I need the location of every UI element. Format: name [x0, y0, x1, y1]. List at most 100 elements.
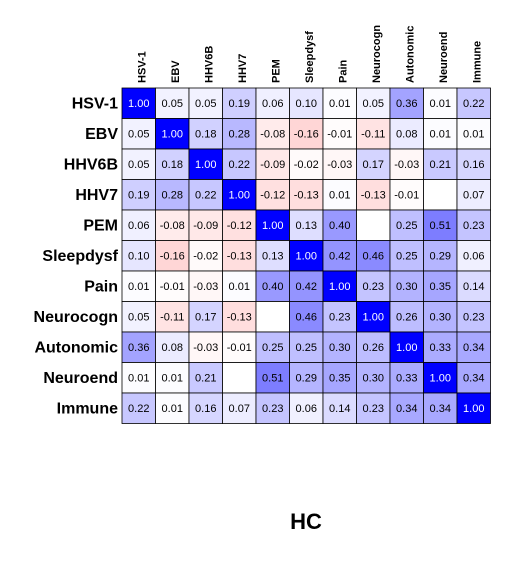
cell-label: 0.25 — [262, 342, 283, 354]
cell-label: -0.03 — [193, 281, 218, 293]
cell — [188, 392, 223, 424]
cell-label: -0.08 — [260, 129, 285, 141]
cell-label: 0.06 — [463, 251, 484, 263]
cell-label: -0.09 — [193, 220, 218, 232]
col-label: Autonomic — [405, 26, 417, 83]
cell — [155, 270, 190, 302]
col-label: HHV7 — [237, 54, 249, 83]
cell — [289, 331, 324, 363]
cell-label: 0.06 — [296, 403, 317, 415]
cell — [456, 148, 491, 180]
row-label: PEM — [83, 217, 118, 234]
cell-label: 1.00 — [296, 251, 317, 263]
cell-label: 1.00 — [195, 159, 216, 171]
cell-label: 0.35 — [430, 281, 451, 293]
cell-label: -0.01 — [227, 342, 252, 354]
cell-label: 0.08 — [162, 342, 183, 354]
cell-label: 0.05 — [363, 98, 384, 110]
cell — [423, 392, 458, 424]
cell — [188, 209, 223, 241]
cell-label: 0.17 — [195, 312, 216, 324]
row-label: HHV7 — [75, 187, 118, 204]
cell-label: -0.08 — [160, 220, 185, 232]
cell — [389, 118, 424, 150]
cell-label: -0.11 — [160, 312, 184, 324]
cell-label: 0.23 — [329, 312, 350, 324]
row-label: Autonomic — [34, 339, 118, 356]
cell-label: 0.13 — [262, 251, 283, 263]
cell — [222, 392, 257, 424]
cell-label: 0.30 — [329, 342, 350, 354]
cell — [155, 240, 190, 272]
col-label: HHV6B — [204, 46, 216, 83]
row-label: HHV6B — [64, 156, 118, 173]
cell-label: -0.12 — [227, 220, 252, 232]
cell — [289, 209, 324, 241]
cell — [255, 392, 290, 424]
cell-label: -0.16 — [294, 129, 319, 141]
cell — [188, 270, 223, 302]
cell-label: 0.14 — [463, 281, 484, 293]
cell-label: -0.02 — [193, 251, 218, 263]
cell-label: 1.00 — [162, 129, 183, 141]
cell — [456, 331, 491, 363]
cell-label: 0.22 — [195, 190, 216, 202]
cell-label: 0.22 — [463, 98, 484, 110]
col-label: HSV-1 — [137, 51, 149, 83]
cell — [155, 362, 190, 394]
cell-label: 0.25 — [396, 220, 417, 232]
cell-label: 0.21 — [430, 159, 451, 171]
col-label: Sleepdysf — [304, 31, 316, 83]
cell — [155, 87, 190, 119]
cell-label: 0.33 — [396, 373, 417, 385]
cell-label: 0.17 — [363, 159, 384, 171]
cell-label: 0.22 — [229, 159, 250, 171]
cell-label: 0.01 — [329, 190, 350, 202]
cell — [423, 301, 458, 333]
cell — [222, 209, 257, 241]
cell — [188, 301, 223, 333]
cell — [289, 240, 324, 272]
cell-label: 0.13 — [296, 220, 317, 232]
cell — [456, 270, 491, 302]
cell-label: 0.07 — [463, 190, 484, 202]
cell-label: -0.16 — [160, 251, 185, 263]
row-label: HSV-1 — [72, 95, 118, 112]
cell — [121, 240, 156, 272]
cell-label: 0.23 — [262, 403, 283, 415]
col-label: Neurocogn — [371, 25, 383, 83]
cell-label: 0.34 — [396, 403, 417, 415]
cell-label: 0.30 — [430, 312, 451, 324]
cell-label: 0.26 — [363, 342, 384, 354]
cell — [121, 87, 156, 119]
cell-label: -0.03 — [327, 159, 352, 171]
cell-label: 0.21 — [195, 373, 216, 385]
cell — [456, 118, 491, 150]
cell — [423, 331, 458, 363]
row-label: EBV — [85, 126, 118, 143]
cell — [356, 118, 391, 150]
cell-label: 0.01 — [162, 403, 183, 415]
cell — [322, 362, 357, 394]
cell-label: 0.01 — [162, 373, 183, 385]
cell-label: -0.13 — [361, 190, 386, 202]
cell — [155, 301, 190, 333]
cell-label: 0.01 — [430, 129, 451, 141]
cell-label: 0.05 — [195, 98, 216, 110]
cell-label: 0.36 — [128, 342, 149, 354]
cell-label: 0.33 — [430, 342, 451, 354]
cell-label: 0.16 — [195, 403, 216, 415]
cell-label: -0.13 — [227, 312, 252, 324]
cell-label: 0.06 — [128, 220, 149, 232]
empty-cell — [255, 301, 290, 333]
cell-label: -0.12 — [260, 190, 285, 202]
cell-label: 0.34 — [463, 342, 484, 354]
cell — [289, 392, 324, 424]
cell — [188, 240, 223, 272]
cell-label: -0.03 — [193, 342, 218, 354]
cell-label: 0.29 — [430, 251, 451, 263]
col-label: Pain — [338, 59, 350, 83]
cell — [389, 301, 424, 333]
col-label: Neuroend — [438, 32, 450, 83]
cell — [456, 362, 491, 394]
